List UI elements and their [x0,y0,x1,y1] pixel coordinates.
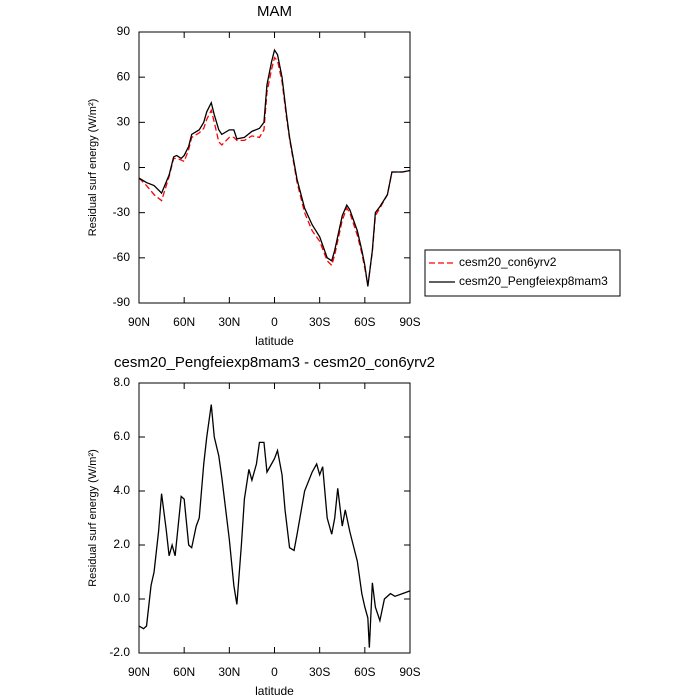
y-tick-label: 60 [117,69,131,83]
x-axis-label: latitude [255,684,294,698]
y-tick-label: -2.0 [109,645,130,659]
x-tick-label: 0 [271,665,278,679]
legend-label: cesm20_Pengfeiexp8mam3 [459,274,608,288]
data-line [138,56,411,286]
y-tick-label: 90 [117,24,131,38]
y-tick-label: 30 [117,115,131,129]
x-tick-label: 30S [309,315,330,329]
legend-box [424,249,621,297]
data-line [138,404,411,648]
y-tick-label: 4.0 [113,483,130,497]
y-tick-label: 0.0 [113,591,130,605]
x-tick-label: 90N [128,315,150,329]
x-tick-label: 90N [128,665,150,679]
x-tick-label: 60S [354,315,375,329]
legend-label: cesm20_con6yrv2 [459,255,557,269]
x-tick-label: 0 [271,315,278,329]
plot-frame [138,31,411,304]
x-axis-label: latitude [255,334,294,348]
y-axis-label: Residual surf energy (W/m²) [87,99,99,237]
plot-frame [138,382,411,654]
x-tick-label: 30N [218,315,240,329]
x-tick-label: 90S [399,665,420,679]
y-tick-label: 6.0 [113,429,130,443]
y-axis-label: Residual surf energy (W/m²) [87,449,99,587]
y-tick-label: -60 [113,250,131,264]
x-tick-label: 60S [354,665,375,679]
data-line [138,48,411,287]
x-tick-label: 60N [173,665,195,679]
x-tick-label: 30N [218,665,240,679]
y-tick-label: 0 [123,160,130,174]
y-tick-label: -30 [113,205,131,219]
x-tick-label: 60N [173,315,195,329]
x-tick-label: 90S [399,315,420,329]
chart-title: cesm20_Pengfeiexp8mam3 - cesm20_con6yrv2 [114,354,435,371]
chart-title: MAM [257,3,292,20]
y-tick-label: 8.0 [113,375,130,389]
y-tick-label: -90 [113,295,131,309]
y-tick-label: 2.0 [113,537,130,551]
x-tick-label: 30S [309,665,330,679]
